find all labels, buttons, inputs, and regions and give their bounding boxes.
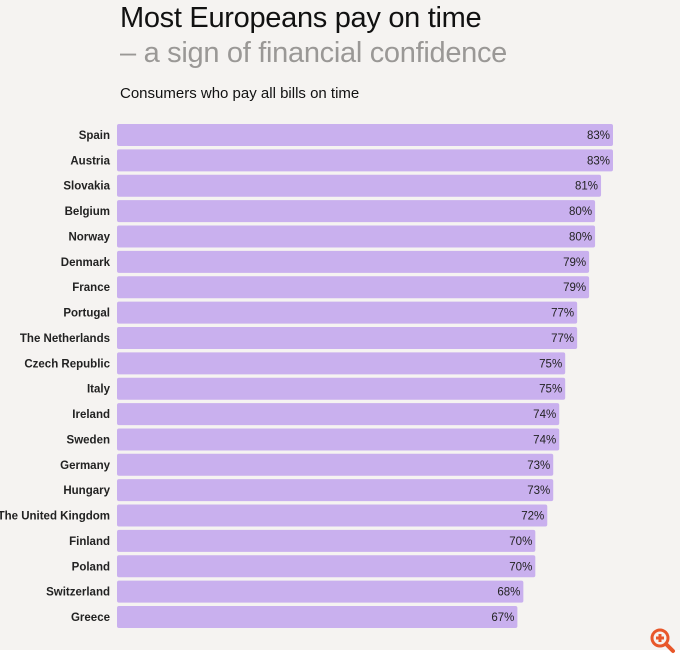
- category-label: The United Kingdom: [0, 511, 110, 523]
- bar: [117, 606, 518, 629]
- category-label: France: [72, 282, 110, 294]
- value-label: 68%: [497, 587, 520, 599]
- category-label: Spain: [79, 130, 110, 142]
- value-label: 67%: [491, 612, 514, 624]
- category-label: Czech Republic: [24, 358, 110, 370]
- chart-subtitle: Consumers who pay all bills on time: [120, 85, 360, 102]
- value-label: 74%: [533, 434, 556, 446]
- bar: [117, 580, 524, 603]
- bar: [117, 174, 602, 197]
- category-label: Denmark: [61, 257, 111, 269]
- bar: [117, 326, 578, 349]
- value-label: 81%: [575, 181, 598, 193]
- value-label: 72%: [521, 511, 544, 523]
- bar: [117, 225, 596, 248]
- zoom-in-icon[interactable]: [650, 628, 676, 654]
- bar: [117, 428, 560, 451]
- bar: [117, 301, 578, 324]
- category-label: Hungary: [63, 485, 110, 497]
- value-label: 79%: [563, 257, 586, 269]
- category-label: Finland: [69, 536, 110, 548]
- category-label: Poland: [72, 561, 110, 573]
- bar: [117, 124, 613, 146]
- bar: [117, 276, 590, 299]
- bar: [117, 149, 613, 172]
- value-label: 75%: [539, 384, 562, 396]
- bar: [117, 529, 536, 552]
- bar: [117, 504, 548, 527]
- category-label: Switzerland: [46, 587, 110, 599]
- value-label: 74%: [533, 409, 556, 421]
- chart-title-line2: – a sign of financial confidence: [120, 37, 507, 69]
- value-label: 77%: [551, 308, 574, 320]
- value-label: 70%: [509, 561, 532, 573]
- category-label: Norway: [68, 231, 110, 243]
- value-label: 73%: [527, 460, 550, 472]
- bar: [117, 453, 554, 476]
- category-label: Portugal: [63, 308, 110, 320]
- category-label: Germany: [60, 460, 110, 472]
- bar: [117, 352, 566, 375]
- category-label: Belgium: [65, 206, 110, 218]
- bar: [117, 479, 554, 502]
- value-label: 80%: [569, 206, 592, 218]
- value-label: 75%: [539, 358, 562, 370]
- value-label: 83%: [587, 155, 610, 167]
- category-label: The Netherlands: [20, 333, 110, 345]
- category-label: Sweden: [67, 434, 110, 446]
- category-label: Italy: [87, 384, 111, 396]
- bar: [117, 377, 566, 400]
- value-label: 80%: [569, 231, 592, 243]
- category-label: Slovakia: [63, 181, 110, 193]
- bar: [117, 250, 590, 273]
- value-label: 77%: [551, 333, 574, 345]
- category-label: Greece: [71, 612, 110, 624]
- value-label: 83%: [587, 130, 610, 142]
- chart-title: Most Europeans pay on time: [120, 2, 482, 34]
- bar: [117, 403, 560, 426]
- bar: [117, 200, 596, 223]
- value-label: 73%: [527, 485, 550, 497]
- value-label: 79%: [563, 282, 586, 294]
- category-label: Austria: [70, 155, 110, 167]
- value-label: 70%: [509, 536, 532, 548]
- bar: [117, 555, 536, 578]
- category-label: Ireland: [72, 409, 110, 421]
